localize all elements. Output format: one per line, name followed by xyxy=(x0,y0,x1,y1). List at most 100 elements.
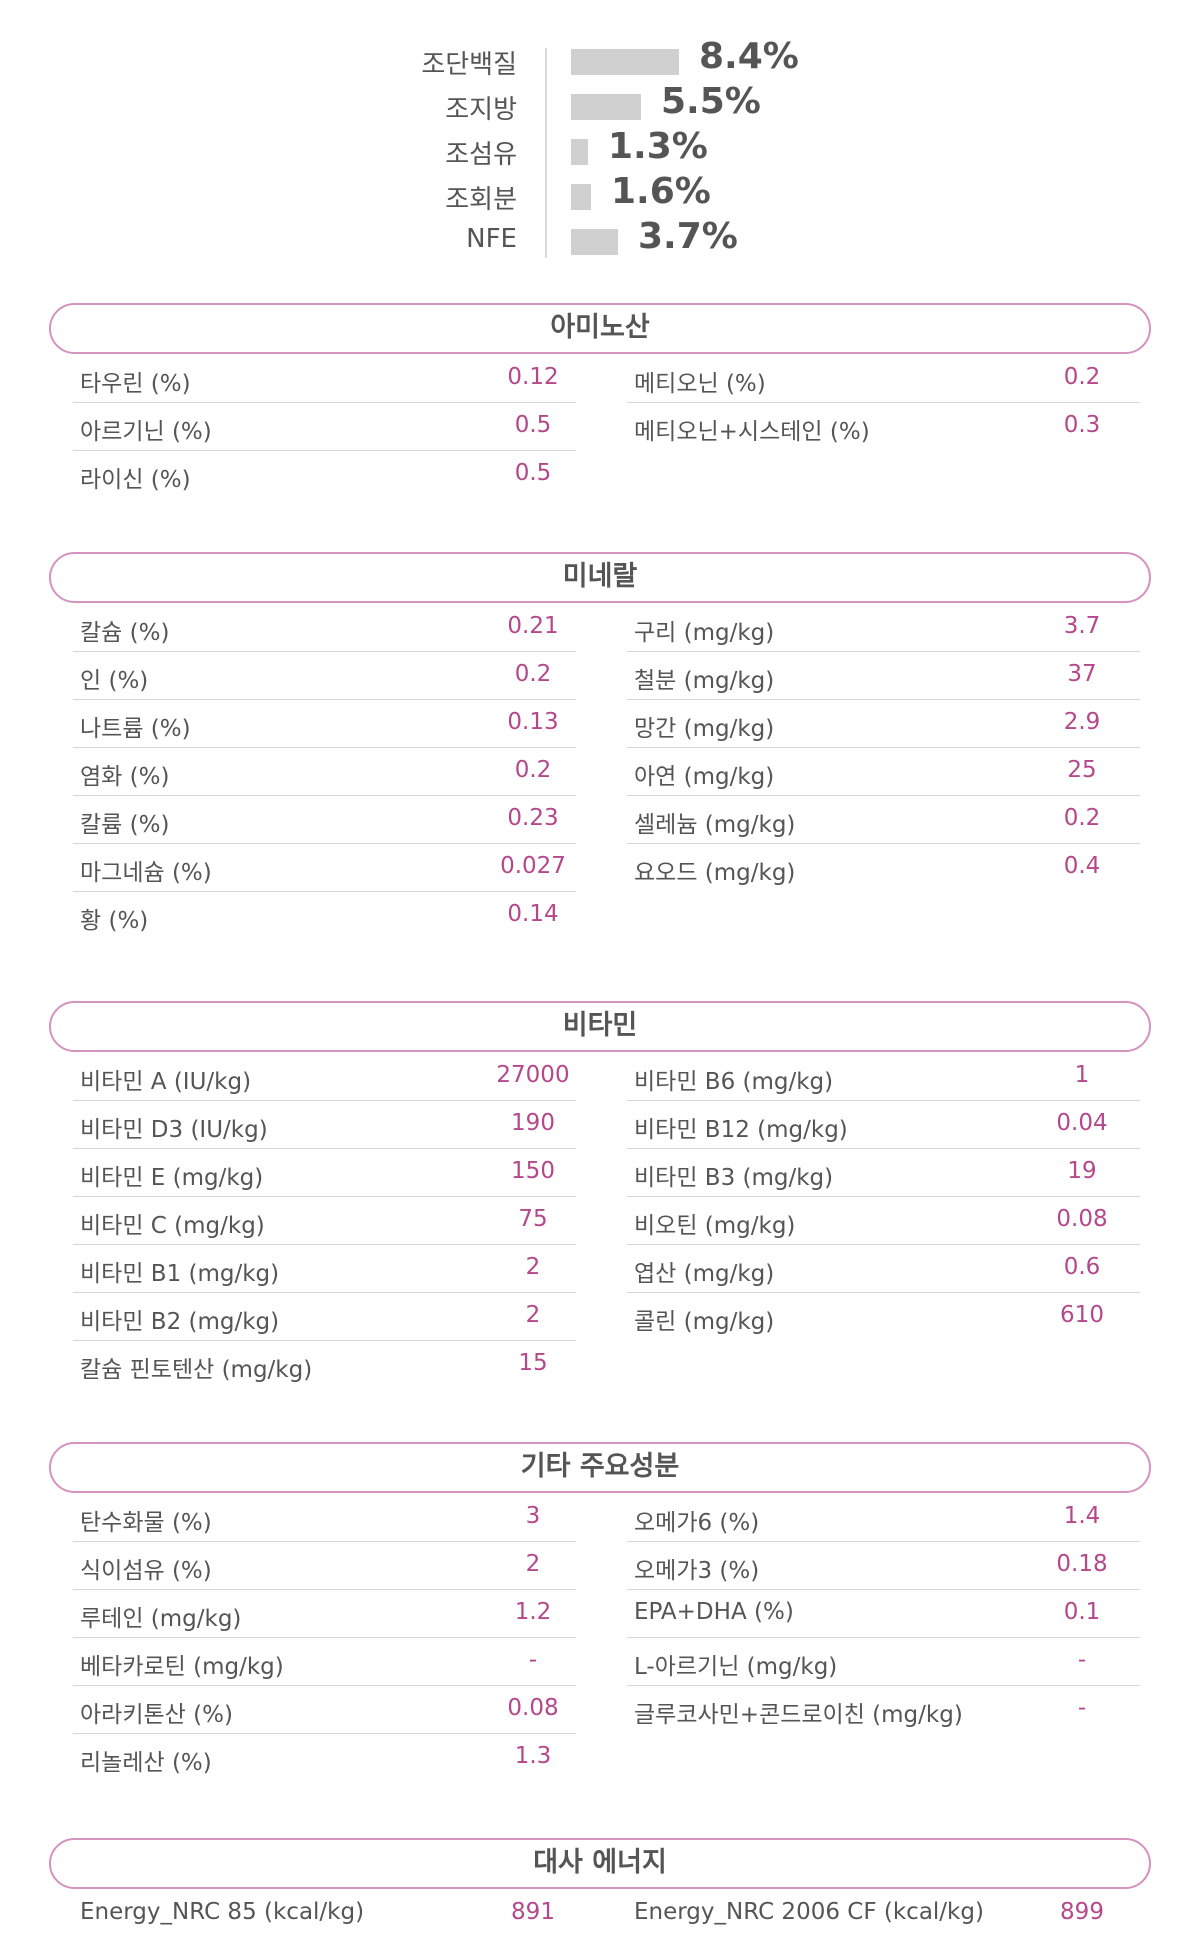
composition-row: NFE 3.7% xyxy=(0,216,1200,265)
nutrient-row: 비타민 E (mg/kg) 150 xyxy=(73,1149,576,1197)
nutrient-label: 비타민 B6 (mg/kg) xyxy=(634,1069,834,1095)
nutrient-label: L-아르기닌 (mg/kg) xyxy=(634,1654,838,1680)
nutrient-row: 오메가6 (%) 1.4 xyxy=(627,1494,1140,1542)
nutrient-value: - xyxy=(528,1647,538,1673)
composition-divider xyxy=(545,48,547,258)
composition-row: 조회분 1.6% xyxy=(0,171,1200,220)
nutrient-label: 비타민 B1 (mg/kg) xyxy=(80,1261,280,1287)
nutrient-value: 3.7 xyxy=(1063,613,1101,639)
nutrient-label: EPA+DHA (%) xyxy=(634,1599,794,1625)
nutrient-value: 2 xyxy=(525,1302,541,1328)
nutrient-value: 0.21 xyxy=(507,613,559,639)
nutrient-value: 1.3 xyxy=(514,1743,552,1769)
composition-value: 3.7% xyxy=(638,216,738,257)
nutrient-label: 오메가3 (%) xyxy=(634,1558,760,1584)
nutrient-label: 칼슘 핀토텐산 (mg/kg) xyxy=(80,1357,313,1383)
nutrient-column-left: Energy_NRC 85 (kcal/kg) 891 xyxy=(73,1890,576,1938)
nutrient-label: 아르기닌 (%) xyxy=(80,419,212,445)
nutrient-value: 0.08 xyxy=(507,1695,559,1721)
nutrient-row: 아라키톤산 (%) 0.08 xyxy=(73,1686,576,1734)
nutrient-value: 1.4 xyxy=(1063,1503,1101,1529)
nutrient-row: 황 (%) 0.14 xyxy=(73,892,576,940)
nutrient-value: 0.4 xyxy=(1063,853,1101,879)
nutrient-column-right: Energy_NRC 2006 CF (kcal/kg) 899 xyxy=(627,1890,1140,1938)
nutrient-column-right: 메티오닌 (%) 0.2 메티오닌+시스테인 (%) 0.3 xyxy=(627,355,1140,451)
nutrient-label: 오메가6 (%) xyxy=(634,1510,760,1536)
nutrient-row: 인 (%) 0.2 xyxy=(73,652,576,700)
nutrient-label: 구리 (mg/kg) xyxy=(634,620,775,646)
nutrient-label: 망간 (mg/kg) xyxy=(634,716,775,742)
nutrient-row: 글루코사민+콘드로이친 (mg/kg) - xyxy=(627,1686,1140,1734)
nutrient-row: 비타민 B6 (mg/kg) 1 xyxy=(627,1053,1140,1101)
nutrient-row: 구리 (mg/kg) 3.7 xyxy=(627,604,1140,652)
nutrient-row: 비타민 A (IU/kg) 27000 xyxy=(73,1053,576,1101)
nutrient-label: 메티오닌+시스테인 (%) xyxy=(634,419,870,445)
nutrient-label: 나트륨 (%) xyxy=(80,716,191,742)
nutrient-label: 황 (%) xyxy=(80,908,149,934)
composition-row: 조단백질 8.4% xyxy=(0,36,1200,85)
nutrient-label: 칼슘 (%) xyxy=(80,620,170,646)
composition-value: 1.6% xyxy=(611,171,711,212)
nutrient-value: 27000 xyxy=(496,1062,570,1088)
nutrient-label: 셀레늄 (mg/kg) xyxy=(634,812,796,838)
nutrient-label: 콜린 (mg/kg) xyxy=(634,1309,775,1335)
nutrient-row: 엽산 (mg/kg) 0.6 xyxy=(627,1245,1140,1293)
composition-value: 5.5% xyxy=(661,81,761,122)
nutrient-row: L-아르기닌 (mg/kg) - xyxy=(627,1638,1140,1686)
nutrient-row: 비타민 B2 (mg/kg) 2 xyxy=(73,1293,576,1341)
nutrient-row: 나트륨 (%) 0.13 xyxy=(73,700,576,748)
composition-row: 조지방 5.5% xyxy=(0,81,1200,130)
section-title: 비타민 xyxy=(49,1001,1151,1052)
nutrient-label: Energy_NRC 85 (kcal/kg) xyxy=(80,1899,365,1925)
nutrient-value: 0.23 xyxy=(507,805,559,831)
nutrient-value: 15 xyxy=(518,1350,548,1376)
nutrient-row: 콜린 (mg/kg) 610 xyxy=(627,1293,1140,1341)
nutrient-value: 0.18 xyxy=(1056,1551,1108,1577)
nutrient-label: 타우린 (%) xyxy=(80,371,191,397)
nutrient-value: 0.1 xyxy=(1063,1599,1101,1625)
nutrient-label: 비타민 D3 (IU/kg) xyxy=(80,1117,268,1143)
nutrient-value: 0.08 xyxy=(1056,1206,1108,1232)
composition-bar xyxy=(571,229,618,255)
composition-bar xyxy=(571,49,679,75)
nutrient-value: 0.2 xyxy=(514,661,552,687)
nutrient-value: 0.6 xyxy=(1063,1254,1101,1280)
nutrient-label: 비오틴 (mg/kg) xyxy=(634,1213,796,1239)
section-title: 미네랄 xyxy=(49,552,1151,603)
nutrient-row: 라이신 (%) 0.5 xyxy=(73,451,576,499)
nutrient-label: Energy_NRC 2006 CF (kcal/kg) xyxy=(634,1899,984,1925)
nutrient-value: 75 xyxy=(518,1206,548,1232)
nutrient-row: 비타민 C (mg/kg) 75 xyxy=(73,1197,576,1245)
nutrient-row: 셀레늄 (mg/kg) 0.2 xyxy=(627,796,1140,844)
nutrient-row: 아르기닌 (%) 0.5 xyxy=(73,403,576,451)
nutrient-label: 마그네슘 (%) xyxy=(80,860,212,886)
composition-bar xyxy=(571,184,591,210)
composition-value: 1.3% xyxy=(608,126,708,167)
nutrient-label: 염화 (%) xyxy=(80,764,170,790)
nutrient-column-left: 비타민 A (IU/kg) 27000 비타민 D3 (IU/kg) 190 비타민… xyxy=(73,1053,576,1389)
nutrient-row: 칼슘 (%) 0.21 xyxy=(73,604,576,652)
nutrient-row: 요오드 (mg/kg) 0.4 xyxy=(627,844,1140,892)
nutrient-value: 19 xyxy=(1067,1158,1097,1184)
nutrient-label: 식이섬유 (%) xyxy=(80,1558,212,1584)
nutrient-label: 베타카로틴 (mg/kg) xyxy=(80,1654,284,1680)
nutrient-value: 0.5 xyxy=(514,412,552,438)
nutrient-row: 오메가3 (%) 0.18 xyxy=(627,1542,1140,1590)
nutrient-row: 망간 (mg/kg) 2.9 xyxy=(627,700,1140,748)
nutrient-value: 0.12 xyxy=(507,364,559,390)
nutrient-label: 리놀레산 (%) xyxy=(80,1750,212,1776)
nutrient-column-right: 오메가6 (%) 1.4 오메가3 (%) 0.18 EPA+DHA (%) 0.1 … xyxy=(627,1494,1140,1734)
nutrient-label: 엽산 (mg/kg) xyxy=(634,1261,775,1287)
composition-bar xyxy=(571,94,641,120)
nutrient-row: 염화 (%) 0.2 xyxy=(73,748,576,796)
composition-label: 조단백질 xyxy=(421,50,517,80)
nutrient-label: 칼륨 (%) xyxy=(80,812,170,838)
nutrient-value: 3 xyxy=(525,1503,541,1529)
nutrient-row: EPA+DHA (%) 0.1 xyxy=(627,1590,1140,1638)
nutrient-row: 메티오닌+시스테인 (%) 0.3 xyxy=(627,403,1140,451)
nutrient-value: 1.2 xyxy=(514,1599,552,1625)
nutrient-row: Energy_NRC 85 (kcal/kg) 891 xyxy=(73,1890,576,1938)
composition-bar xyxy=(571,139,588,165)
nutrient-row: 루테인 (mg/kg) 1.2 xyxy=(73,1590,576,1638)
nutrient-value: 25 xyxy=(1067,757,1097,783)
